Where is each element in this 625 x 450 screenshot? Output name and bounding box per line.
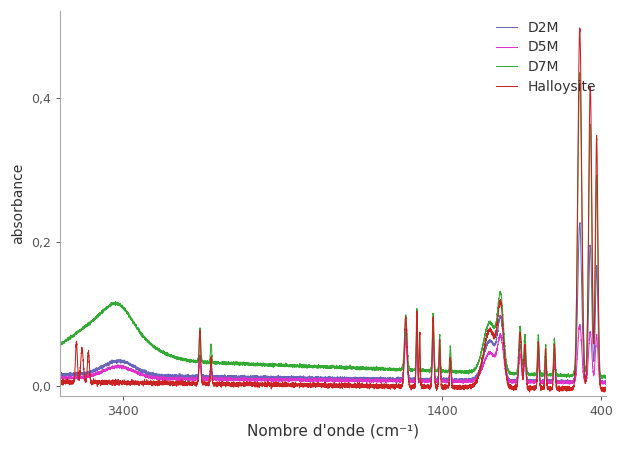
- Halloysite: [379, 382, 387, 387]
- D5M: [403, 352, 411, 357]
- Halloysite: [490, 337, 498, 342]
- D2M: [56, 372, 64, 378]
- D5M: [254, 378, 261, 384]
- D5M: [602, 381, 610, 386]
- D5M: [490, 354, 498, 359]
- D7M: [379, 366, 387, 372]
- Line: Halloysite: Halloysite: [60, 28, 606, 392]
- X-axis label: Nombre d'onde (cm⁻¹): Nombre d'onde (cm⁻¹): [247, 424, 419, 439]
- D7M: [576, 70, 584, 75]
- D7M: [254, 360, 261, 365]
- D7M: [602, 375, 610, 380]
- Line: D2M: D2M: [60, 223, 606, 384]
- Line: D7M: D7M: [60, 72, 606, 378]
- Y-axis label: absorbance: absorbance: [11, 163, 25, 244]
- D2M: [576, 220, 584, 225]
- D7M: [403, 332, 411, 337]
- D5M: [576, 322, 584, 327]
- Line: D5M: D5M: [60, 324, 606, 385]
- D7M: [490, 325, 498, 330]
- D7M: [56, 340, 64, 346]
- D7M: [461, 369, 469, 374]
- D2M: [490, 342, 498, 348]
- D7M: [83, 323, 91, 328]
- Halloysite: [461, 383, 469, 389]
- D7M: [598, 376, 606, 381]
- Legend: D2M, D5M, D7M, Halloysite: D2M, D5M, D7M, Halloysite: [491, 15, 602, 99]
- D2M: [461, 378, 469, 383]
- Halloysite: [600, 389, 608, 395]
- Halloysite: [576, 25, 583, 31]
- D5M: [597, 382, 604, 387]
- Halloysite: [254, 382, 261, 387]
- D5M: [83, 374, 91, 379]
- D5M: [56, 373, 64, 378]
- D2M: [403, 346, 411, 351]
- D2M: [602, 379, 610, 385]
- D2M: [254, 374, 261, 379]
- Halloysite: [83, 365, 91, 370]
- Halloysite: [602, 387, 610, 392]
- Halloysite: [56, 378, 64, 384]
- D2M: [379, 375, 387, 381]
- D5M: [461, 378, 469, 384]
- D5M: [379, 378, 387, 383]
- D2M: [83, 371, 91, 376]
- Halloysite: [403, 339, 411, 344]
- D2M: [602, 381, 609, 387]
